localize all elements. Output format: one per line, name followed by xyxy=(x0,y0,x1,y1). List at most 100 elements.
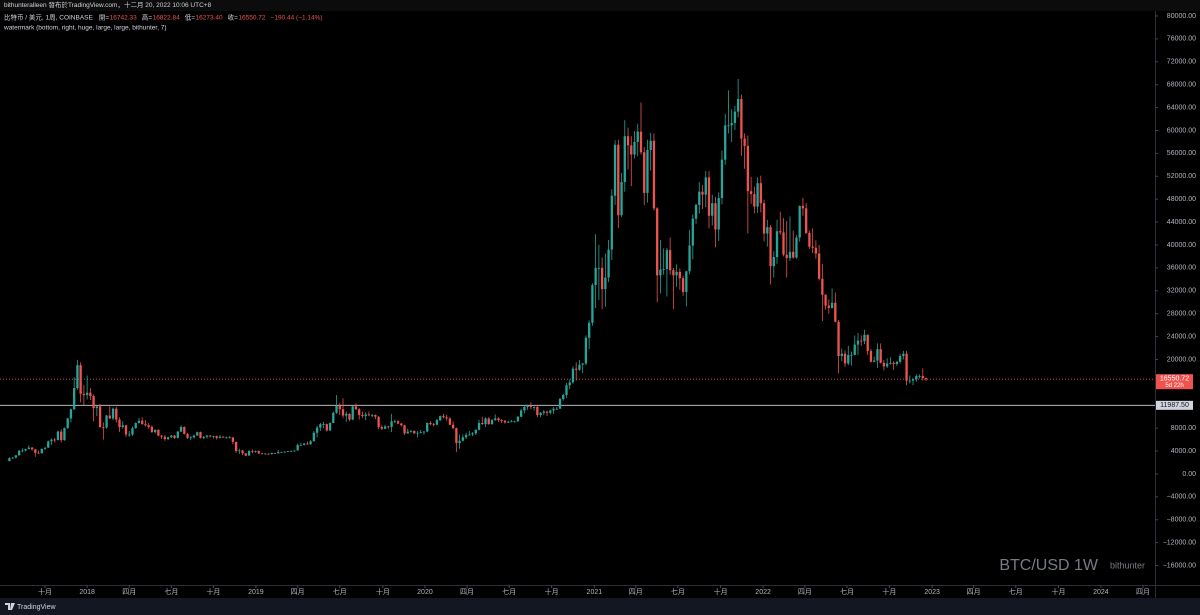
candle-body xyxy=(581,363,584,365)
candle-body xyxy=(377,416,380,428)
candle-body xyxy=(578,364,581,370)
candle-body xyxy=(519,410,523,417)
candle-body xyxy=(202,436,205,438)
x-tick-label: 十月 xyxy=(1051,587,1065,596)
candle-body xyxy=(332,412,335,424)
candle-body xyxy=(448,418,452,425)
candle-body xyxy=(837,321,840,357)
candle-body xyxy=(435,420,439,425)
candle-body xyxy=(753,194,756,207)
candle-body xyxy=(315,427,319,433)
candle-body xyxy=(613,144,617,196)
candle-body xyxy=(37,452,40,454)
candle-body xyxy=(720,159,724,199)
candle-body xyxy=(911,379,915,381)
candle-body xyxy=(885,363,889,367)
candle-body xyxy=(724,125,727,160)
candle-body xyxy=(798,206,801,238)
candle-body xyxy=(183,427,186,434)
candle-body xyxy=(892,362,895,365)
candle-body xyxy=(908,380,911,382)
candle-body xyxy=(364,414,367,417)
candle-body xyxy=(396,421,400,424)
candle-body xyxy=(889,362,892,364)
x-tick-label: 七月 xyxy=(1009,587,1023,596)
candle-body xyxy=(665,250,669,270)
candle-body xyxy=(698,191,701,205)
candle-body xyxy=(860,340,863,342)
y-tick-label: 76000.00 xyxy=(1167,36,1196,43)
candle-body xyxy=(47,441,50,448)
candle-body xyxy=(153,429,157,433)
y-tick-label: 4000.00 xyxy=(1171,448,1196,455)
candle-body xyxy=(529,405,533,407)
ohlc-value: 16822.84 xyxy=(153,15,180,22)
candle-body xyxy=(575,368,578,370)
candle-body xyxy=(626,136,630,146)
candle-body xyxy=(549,410,552,413)
watermark-settings: watermark (bottom, right, huge, large, l… xyxy=(3,25,167,32)
candle-body xyxy=(254,451,257,452)
candle-body xyxy=(14,455,18,458)
y-tick-label: 20000.00 xyxy=(1167,356,1196,363)
candle-body xyxy=(834,302,837,322)
ohlc-label: 低= xyxy=(185,13,196,22)
candle-body xyxy=(124,425,128,435)
y-tick-label: 56000.00 xyxy=(1167,150,1196,157)
candle-body xyxy=(27,447,30,450)
candle-body xyxy=(905,353,908,381)
y-tick-label: −12000.00 xyxy=(1163,539,1196,546)
candle-body xyxy=(128,434,131,436)
x-tick-label: 十月 xyxy=(545,587,559,596)
candle-body xyxy=(277,451,280,454)
candle-body xyxy=(222,436,225,438)
candle-body xyxy=(756,183,759,207)
candle-body xyxy=(694,204,698,219)
candle-body xyxy=(429,423,432,425)
candle-body xyxy=(409,431,413,432)
candle-body xyxy=(451,424,455,429)
candle-body xyxy=(131,428,134,435)
candle-body xyxy=(312,432,316,442)
candle-body xyxy=(273,453,277,454)
candle-body xyxy=(290,451,293,452)
y-tick-label: −8000.00 xyxy=(1167,517,1196,524)
candle-body xyxy=(772,256,775,267)
candle-body xyxy=(215,436,218,438)
candle-body xyxy=(588,322,591,338)
candle-body xyxy=(361,414,364,417)
candle-body xyxy=(808,232,811,247)
candle-body xyxy=(597,267,601,269)
candle-body xyxy=(163,436,167,440)
candle-body xyxy=(882,362,886,367)
price-label: 16550.72 xyxy=(1160,376,1189,383)
candle-body xyxy=(817,253,821,279)
x-tick-label: 四月 xyxy=(122,588,136,596)
candle-body xyxy=(497,418,500,421)
candle-body xyxy=(348,413,351,420)
candle-body xyxy=(354,406,358,410)
candle-body xyxy=(157,429,160,436)
candle-body xyxy=(283,451,286,453)
candle-body xyxy=(445,417,448,419)
candle-body xyxy=(105,415,108,428)
candle-body xyxy=(856,340,860,345)
candle-body xyxy=(662,269,665,270)
candle-body xyxy=(591,285,594,323)
candle-body xyxy=(737,99,740,112)
candle-body xyxy=(30,447,34,450)
candle-body xyxy=(209,435,212,437)
x-tick-label: 2019 xyxy=(248,589,264,596)
candle-body xyxy=(306,443,309,445)
candle-body xyxy=(241,450,244,454)
candle-body xyxy=(873,360,876,362)
candle-body xyxy=(545,411,549,413)
candle-body xyxy=(196,432,199,436)
x-tick-label: 四月 xyxy=(460,588,474,596)
candle-body xyxy=(850,354,853,356)
candle-body xyxy=(166,437,170,440)
x-tick-label: 十月 xyxy=(882,587,896,596)
y-tick-label: 80000.00 xyxy=(1167,13,1196,20)
x-tick-label: 2018 xyxy=(79,589,95,596)
